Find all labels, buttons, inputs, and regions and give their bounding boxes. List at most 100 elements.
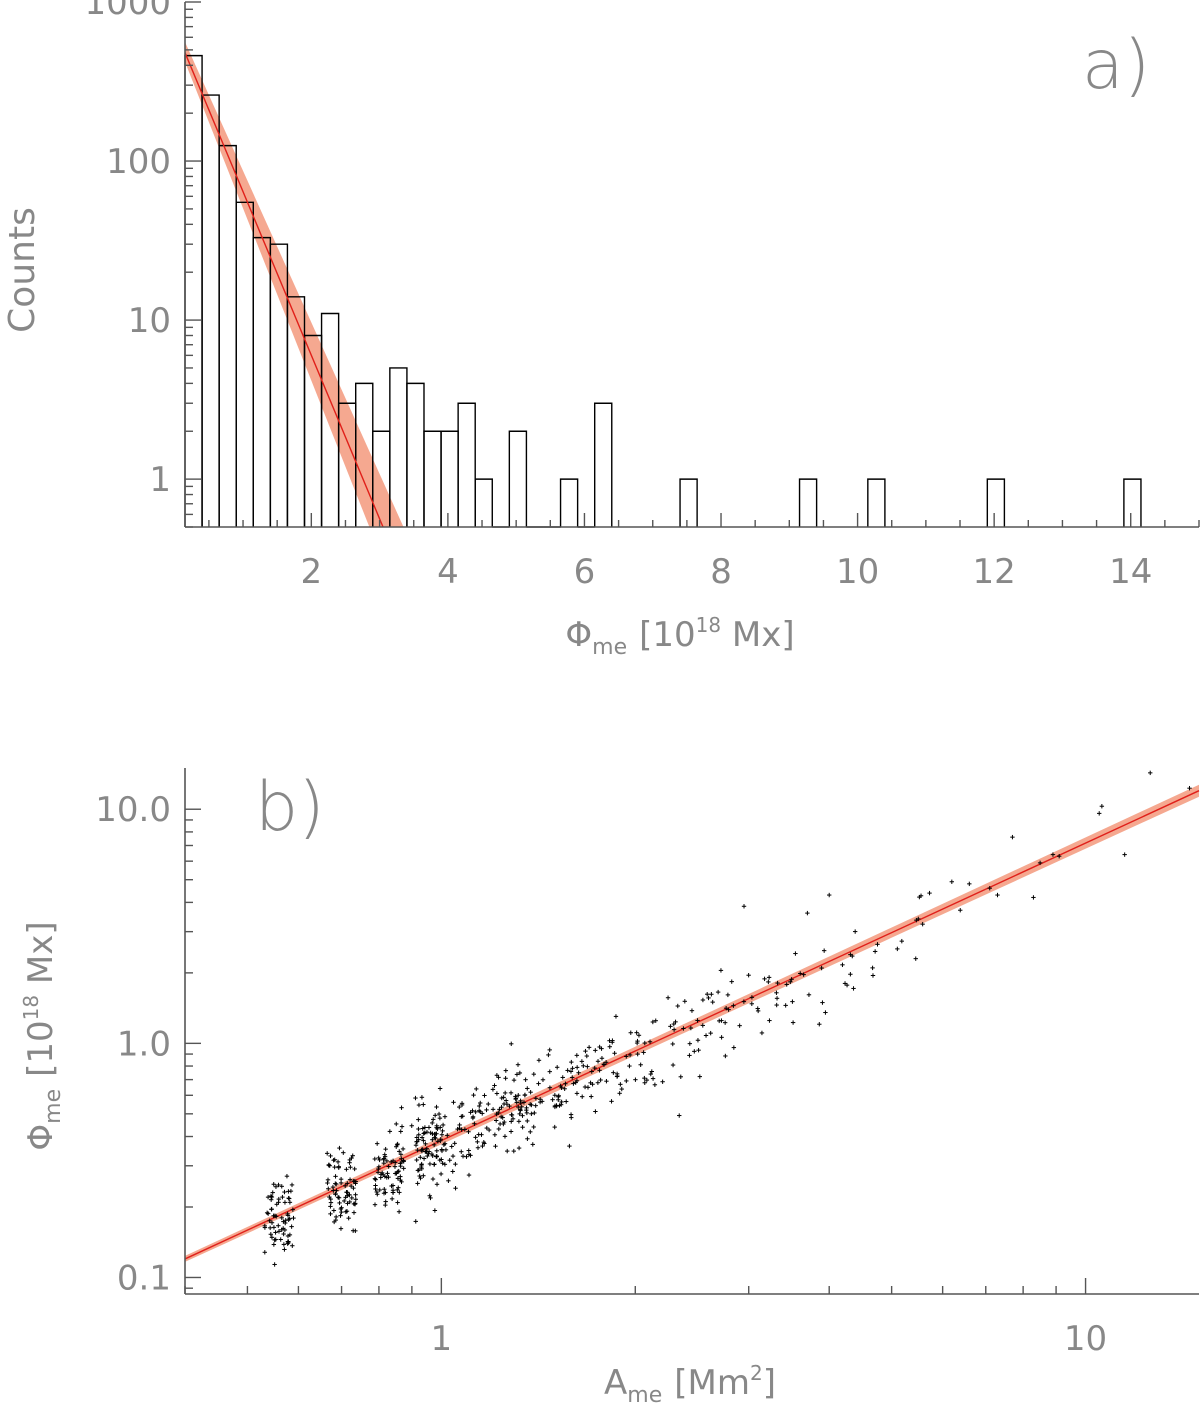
- scatter-point: [502, 1134, 508, 1139]
- scatter-point: [434, 1182, 440, 1187]
- scatter-point: [288, 1188, 294, 1194]
- scatter-point: [492, 1083, 497, 1088]
- scatter-point: [417, 1173, 422, 1179]
- scatter-point: [453, 1161, 458, 1167]
- scatter-point: [335, 1159, 341, 1165]
- scatter-point: [590, 1082, 595, 1087]
- scatter-point: [328, 1196, 333, 1202]
- scatter-point: [1099, 804, 1105, 809]
- scatter-point: [610, 1038, 615, 1043]
- scatter-point: [788, 979, 793, 985]
- scatter-point: [328, 1153, 333, 1159]
- scatter-point: [533, 1096, 539, 1101]
- scatter-point: [767, 1018, 772, 1023]
- scatter-point: [675, 1003, 680, 1009]
- scatter-point: [653, 1018, 658, 1023]
- scatter-point: [554, 1065, 560, 1070]
- scatter-point: [494, 1111, 499, 1117]
- scatter-point: [627, 1052, 633, 1058]
- scatter-point: [271, 1225, 277, 1230]
- scatter-point: [475, 1139, 480, 1145]
- scatter-point: [585, 1085, 591, 1090]
- scatter-point: [466, 1172, 472, 1178]
- scatter-point: [644, 1077, 650, 1083]
- scatter-point: [660, 1079, 665, 1084]
- scatter-point: [271, 1182, 276, 1187]
- scatter-point: [648, 1071, 653, 1077]
- scatter-point: [398, 1129, 403, 1134]
- scatter-point: [281, 1231, 286, 1237]
- scatter-point: [375, 1192, 380, 1197]
- scatter-point: [817, 1022, 822, 1027]
- scatter-point: [474, 1086, 479, 1092]
- scatter-point: [286, 1195, 291, 1201]
- scatter-point: [419, 1095, 425, 1100]
- scatter-point: [338, 1180, 344, 1186]
- scatter-point: [678, 1074, 683, 1079]
- scatter-point: [529, 1111, 534, 1116]
- x-tick-label: 10: [1064, 1319, 1107, 1359]
- scatter-point: [395, 1169, 400, 1175]
- scatter-point: [749, 1001, 755, 1006]
- scatter-point: [286, 1240, 291, 1245]
- scatter-point: [384, 1158, 390, 1164]
- scatter-point: [416, 1167, 422, 1173]
- scatter-point: [421, 1173, 426, 1178]
- scatter-point: [428, 1195, 433, 1201]
- scatter-point: [345, 1201, 350, 1206]
- scatter-point: [421, 1156, 427, 1161]
- histogram-bin: [252, 236, 272, 527]
- x-tick-label: 2: [301, 552, 323, 592]
- scatter-point: [741, 904, 747, 909]
- scatter-point: [523, 1077, 528, 1082]
- scatter-point: [774, 990, 779, 995]
- scatter-point: [700, 997, 706, 1003]
- scatter-point: [633, 1077, 638, 1082]
- histogram-y-axis-label: Counts: [2, 207, 43, 333]
- scatter-point: [350, 1153, 355, 1158]
- scatter-point: [470, 1115, 476, 1121]
- scatter-point: [372, 1202, 378, 1207]
- scatter-point: [851, 986, 856, 991]
- scatter-point: [442, 1141, 448, 1146]
- scatter-point: [507, 1103, 512, 1109]
- scatter-point: [552, 1124, 557, 1130]
- scatter-point: [719, 1035, 724, 1040]
- scatter-point: [376, 1164, 382, 1169]
- scatter-point: [424, 1146, 429, 1151]
- scatter-point: [423, 1149, 428, 1154]
- scatter-point: [671, 1021, 676, 1027]
- xlabel-unit-prefix: [Mm: [674, 1363, 750, 1403]
- scatter-point: [386, 1164, 391, 1169]
- scatter-point: [576, 1070, 581, 1075]
- scatter-point: [390, 1190, 396, 1195]
- exponential-fit-line: [184, 52, 384, 528]
- scatter-point: [1122, 852, 1127, 857]
- scatter-point: [536, 1058, 542, 1063]
- scatter-point: [749, 995, 755, 1000]
- scatter-point: [1031, 895, 1036, 900]
- scatter-point: [446, 1178, 451, 1184]
- scatter-point: [509, 1041, 514, 1047]
- scatter-point: [496, 1075, 501, 1080]
- ylabel-superscript: 18: [19, 995, 43, 1020]
- scatter-point: [396, 1209, 402, 1214]
- scatter-point: [1037, 860, 1043, 866]
- scatter-point: [682, 999, 688, 1004]
- scatter-point: [650, 1019, 656, 1025]
- scatter-point: [558, 1083, 563, 1089]
- scatter-point: [508, 1129, 514, 1134]
- scatter-point: [328, 1204, 333, 1209]
- scatter-point: [695, 1038, 701, 1043]
- xlabel-unit-suffix: ]: [763, 1363, 776, 1403]
- scatter-point: [710, 999, 715, 1005]
- scatter-point: [431, 1142, 437, 1148]
- scatter-point: [593, 1109, 598, 1114]
- scatter-point: [726, 1007, 731, 1012]
- scatter-point: [347, 1177, 353, 1182]
- fit-line: [184, 52, 384, 528]
- scatter-point: [562, 1086, 567, 1091]
- scatter-point: [895, 946, 900, 952]
- scatter-point: [692, 1049, 697, 1054]
- scatter-point: [476, 1108, 482, 1113]
